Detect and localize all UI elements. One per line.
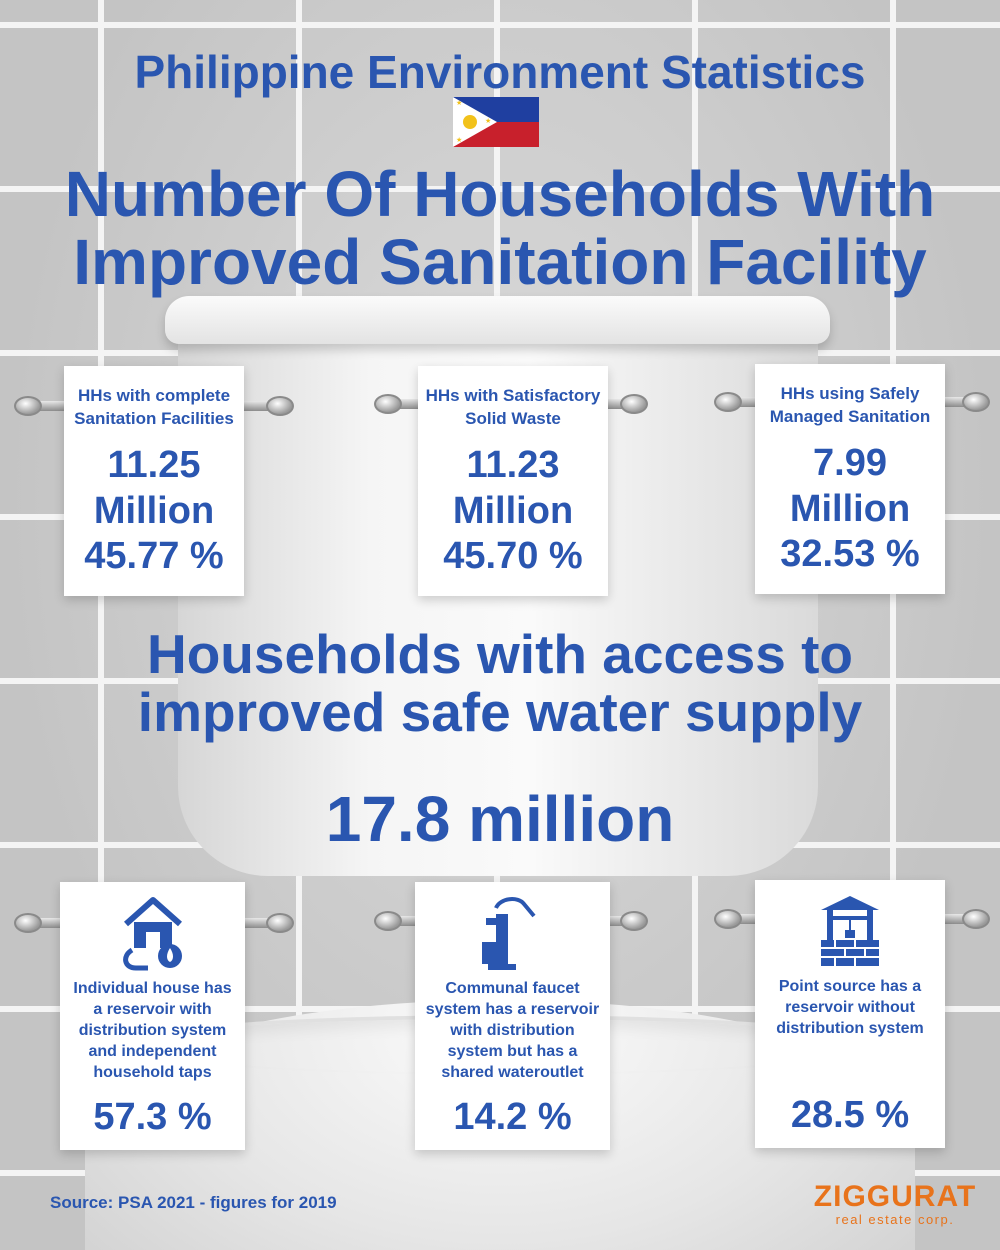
water-card-point-source: Point source has a reservoir without dis… xyxy=(755,880,945,1148)
ziggurat-logo: ZIGGURAT real estate corp. xyxy=(810,1182,980,1228)
card-label: HHs with Satisfactory Solid Waste xyxy=(425,386,601,428)
card-percent: 32.53 % xyxy=(780,533,920,575)
house-water-icon xyxy=(122,897,182,971)
toilet-tank-lid xyxy=(165,296,830,344)
water-title-line-2: improved safe water supply xyxy=(137,681,863,743)
card-percent: 45.77 % xyxy=(84,535,224,577)
rod-knob xyxy=(374,394,402,414)
rod-knob xyxy=(14,913,42,933)
rod-knob xyxy=(714,392,742,412)
card-percent: 45.70 % xyxy=(443,535,583,577)
sanitation-card-solid-waste: HHs with Satisfactory Solid Waste 11.23 … xyxy=(418,366,608,596)
source-note: Source: PSA 2021 - figures for 2019 xyxy=(50,1193,337,1212)
rod-knob xyxy=(962,909,990,929)
rod-knob xyxy=(620,394,648,414)
card-value: 11.23 xyxy=(466,444,560,486)
card-percent: 57.3 % xyxy=(93,1096,212,1138)
card-unit: Million xyxy=(93,490,215,532)
card-description: Individual house has a reservoir with di… xyxy=(73,980,232,1081)
water-section-title: Households with access to improved safe … xyxy=(0,625,1000,741)
card-label: HHs with complete Sanitation Facilities xyxy=(74,386,234,428)
water-total: 17.8 million xyxy=(325,783,675,855)
card-description: Communal faucet system has a reservoir w… xyxy=(425,980,600,1081)
rod-knob xyxy=(14,396,42,416)
rod-knob xyxy=(266,913,294,933)
card-value: 7.99 xyxy=(813,442,887,484)
faucet-pump-icon xyxy=(481,897,536,970)
sanitation-card-safely-managed: HHs using Safely Managed Sanitation 7.99… xyxy=(755,364,945,594)
rod-knob xyxy=(266,396,294,416)
logo-subtitle: real estate corp. xyxy=(835,1212,955,1227)
main-title: Number Of Households With Improved Sanit… xyxy=(0,160,1000,296)
rod-knob xyxy=(962,392,990,412)
main-title-line-2: Improved Sanitation Facility xyxy=(73,226,927,298)
rod-knob xyxy=(714,909,742,929)
rod-knob xyxy=(374,911,402,931)
card-label: HHs using Safely Managed Sanitation xyxy=(769,384,931,426)
sanitation-card-complete-facilities: HHs with complete Sanitation Facilities … xyxy=(64,366,244,596)
page-title: Philippine Environment Statistics xyxy=(134,46,866,98)
water-card-individual-house: Individual house has a reservoir with di… xyxy=(60,882,245,1150)
water-card-communal-faucet: Communal faucet system has a reservoir w… xyxy=(415,882,610,1150)
rod-knob xyxy=(620,911,648,931)
card-unit: Million xyxy=(789,488,911,530)
philippine-flag-icon: ★ ★ ★ xyxy=(453,97,539,147)
logo-brand: ZIGGURAT xyxy=(813,1180,977,1213)
card-percent: 14.2 % xyxy=(453,1096,572,1138)
main-title-line-1: Number Of Households With xyxy=(64,158,936,230)
water-title-line-1: Households with access to xyxy=(146,623,853,685)
card-unit: Million xyxy=(452,490,574,532)
card-description: Point source has a reservoir without dis… xyxy=(776,978,924,1037)
card-percent: 28.5 % xyxy=(790,1094,910,1136)
well-icon xyxy=(821,896,879,966)
card-value: 11.25 xyxy=(107,444,201,486)
